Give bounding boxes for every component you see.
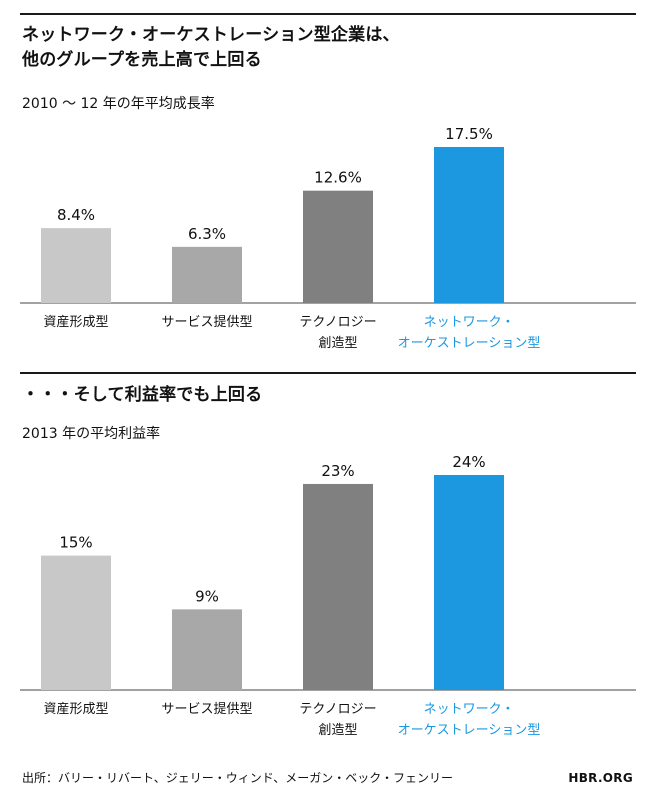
value-label-1: 8.4% [57, 206, 95, 224]
value-label-4: 17.5% [445, 125, 493, 143]
bar-1 [41, 228, 111, 303]
category-label-4-line1: ネットワーク・ [424, 702, 515, 717]
category-label-1: 資産形成型 [43, 701, 108, 717]
category-label-3-line1: テクノロジー [299, 702, 376, 717]
bar-2 [172, 609, 242, 690]
value-label-2: 6.3% [188, 225, 226, 243]
section2-title: ・・・そして利益率でも上回る [22, 385, 263, 405]
chart-title-line2: 他のグループを売上高で上回る [22, 50, 262, 70]
category-label-3-line2: 創造型 [318, 723, 357, 738]
chart2-subtitle: 2013 年の平均利益率 [22, 426, 161, 442]
category-label-4-line2: オーケストレーション型 [398, 336, 541, 351]
category-label-4-line2: オーケストレーション型 [398, 723, 541, 738]
category-label-2: サービス提供型 [161, 701, 252, 717]
source-note: 出所：バリー・リバート、ジェリー・ウィンド、メーガン・ベック・フェンリー [22, 771, 454, 785]
category-label-2: サービス提供型 [161, 314, 252, 330]
bar-2 [172, 246, 242, 303]
value-label-4: 24% [452, 453, 485, 471]
value-label-1: 15% [59, 534, 92, 552]
section-rule [20, 372, 636, 374]
value-label-3: 23% [321, 462, 354, 480]
bar-3 [303, 190, 373, 303]
bar-4 [434, 475, 504, 690]
chart1-subtitle: 2010 ～ 12 年の年平均成長率 [22, 96, 215, 112]
top-rule [20, 13, 636, 15]
category-label-4-line1: ネットワーク・ [424, 315, 515, 330]
category-label-3-line2: 創造型 [318, 336, 357, 351]
value-label-2: 9% [195, 587, 219, 605]
bar-1 [41, 555, 111, 690]
chart-title-line1: ネットワーク・オーケストレーション型企業は、 [22, 25, 400, 45]
bar-4 [434, 147, 504, 303]
value-label-3: 12.6% [314, 169, 362, 187]
hbr-logo: HBR.ORG [568, 771, 633, 785]
category-label-3-line1: テクノロジー [299, 315, 376, 330]
bar-3 [303, 483, 373, 690]
category-label-1: 資産形成型 [43, 314, 108, 330]
